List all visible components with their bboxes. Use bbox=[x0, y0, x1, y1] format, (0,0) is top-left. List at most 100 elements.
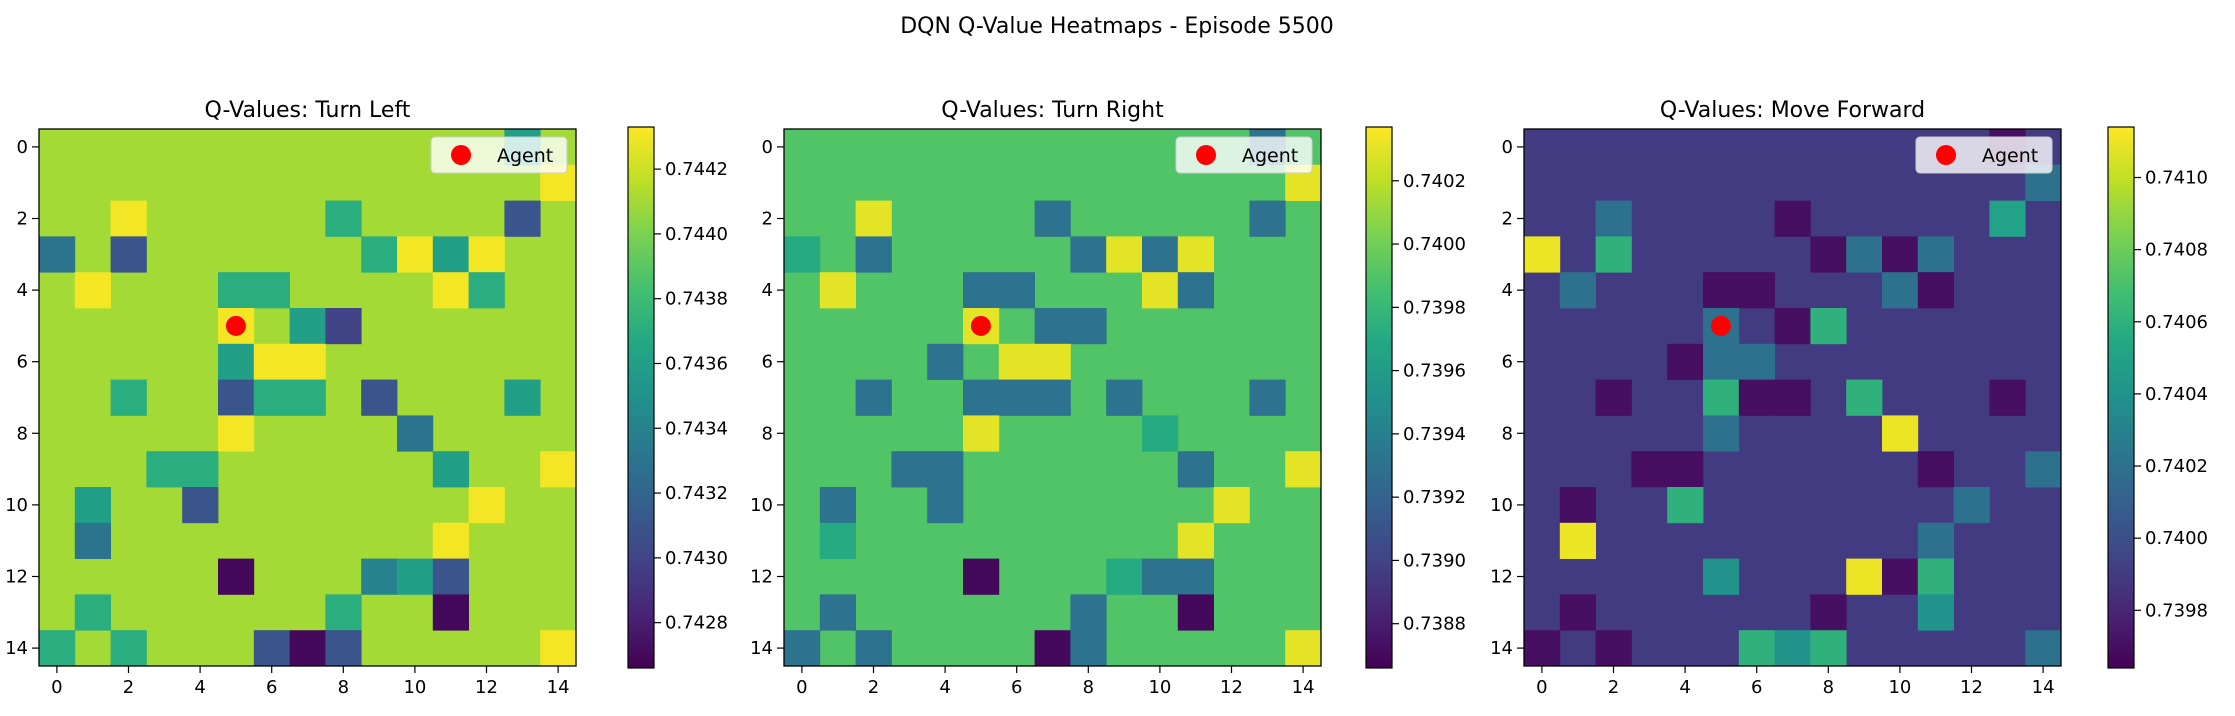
legend-marker bbox=[451, 145, 471, 165]
heatmap-cell bbox=[1034, 200, 1071, 237]
heatmap-cell bbox=[1285, 630, 1322, 667]
heatmap-cell bbox=[1595, 200, 1632, 237]
heatmap-cell bbox=[110, 236, 147, 273]
heatmap-cell bbox=[891, 451, 928, 488]
heatmap-cell bbox=[1738, 272, 1775, 309]
heatmap-cell bbox=[819, 594, 856, 631]
colorbar-tick-label: 0.7442 bbox=[665, 159, 728, 180]
heatmap-cell bbox=[1070, 236, 1107, 273]
legend-label: Agent bbox=[1982, 145, 2038, 167]
heatmap-cell bbox=[1070, 308, 1107, 345]
heatmap-cell bbox=[819, 522, 856, 559]
colorbar-tick-label: 0.7398 bbox=[1403, 297, 1466, 318]
colorbar-tick-label: 0.7402 bbox=[2145, 456, 2208, 477]
heatmap-cell bbox=[1917, 594, 1954, 631]
colorbar-tick-label: 0.7396 bbox=[1403, 361, 1466, 382]
heatmap-cell bbox=[218, 379, 255, 416]
heatmap-cell bbox=[927, 487, 964, 524]
x-tick-label: 6 bbox=[1011, 677, 1022, 698]
heatmap-cell bbox=[2025, 630, 2062, 667]
colorbar-tick-label: 0.7410 bbox=[2145, 167, 2208, 188]
heatmap-cell bbox=[432, 522, 469, 559]
heatmap-cell bbox=[1177, 236, 1214, 273]
heatmap-cell bbox=[182, 487, 219, 524]
panel-title: Q-Values: Turn Left bbox=[205, 98, 411, 123]
x-tick-label: 0 bbox=[51, 677, 62, 698]
heatmap-cell bbox=[218, 415, 255, 452]
heatmap-cell bbox=[1917, 558, 1954, 595]
colorbar-tick-label: 0.7440 bbox=[665, 224, 728, 245]
y-tick-label: 0 bbox=[17, 137, 28, 158]
x-tick-label: 8 bbox=[338, 677, 349, 698]
colorbar-tick-label: 0.7432 bbox=[665, 483, 728, 504]
y-tick-label: 4 bbox=[17, 280, 28, 301]
y-tick-label: 4 bbox=[1502, 280, 1513, 301]
heatmap-cell bbox=[1070, 594, 1107, 631]
x-tick-label: 2 bbox=[123, 677, 134, 698]
heatmap-cell bbox=[1631, 451, 1668, 488]
heatmap-cell bbox=[1774, 379, 1811, 416]
heatmap-panel: Q-Values: Move Forward 0 2 4 6 8 10 12 14 0 2 4 6 8 10… bbox=[1490, 98, 2208, 698]
heatmap-cell bbox=[432, 272, 469, 309]
heatmap-cell bbox=[1882, 236, 1919, 273]
agent-marker bbox=[1710, 315, 1731, 336]
colorbar bbox=[2107, 126, 2135, 669]
x-tick-label: 14 bbox=[2032, 677, 2055, 698]
heatmap-cell bbox=[1213, 487, 1250, 524]
heatmap-cell bbox=[1882, 415, 1919, 452]
y-tick-label: 14 bbox=[5, 638, 28, 659]
heatmap-cell bbox=[253, 630, 290, 667]
heatmap-cell bbox=[146, 451, 183, 488]
heatmap-cell bbox=[361, 558, 398, 595]
heatmap-cell bbox=[253, 272, 290, 309]
heatmap-panels: Q-Values: Turn Left 0 2 4 6 8 10 12 14 0 2 4 6 8 10 12 1… bbox=[5, 98, 2208, 698]
panel-title: Q-Values: Turn Right bbox=[941, 98, 1164, 123]
heatmap-cell bbox=[39, 236, 76, 273]
heatmap-cell bbox=[74, 487, 111, 524]
y-tick-label: 2 bbox=[1502, 209, 1513, 230]
heatmap-cell bbox=[289, 630, 326, 667]
x-tick-label: 0 bbox=[1536, 677, 1547, 698]
x-tick-label: 10 bbox=[403, 677, 426, 698]
y-tick-label: 2 bbox=[17, 209, 28, 230]
heatmap-cell bbox=[1177, 272, 1214, 309]
heatmap-cell bbox=[325, 200, 362, 237]
colorbar-tick-label: 0.7404 bbox=[2145, 384, 2208, 405]
heatmap-cell bbox=[963, 415, 1000, 452]
heatmap-cell bbox=[74, 594, 111, 631]
heatmap-cell bbox=[289, 343, 326, 380]
legend-marker bbox=[1936, 145, 1956, 165]
heatmap-cell bbox=[1524, 236, 1561, 273]
heatmap-cell bbox=[1142, 415, 1179, 452]
axes-frame bbox=[1523, 128, 2062, 667]
x-tick-label: 4 bbox=[1679, 677, 1690, 698]
heatmap-cell bbox=[1810, 308, 1847, 345]
heatmap-cell bbox=[1917, 522, 1954, 559]
heatmap-cell bbox=[1846, 379, 1883, 416]
heatmap-cell bbox=[1917, 272, 1954, 309]
heatmap-cell bbox=[397, 415, 434, 452]
heatmap-cell bbox=[540, 630, 577, 667]
heatmap-cell bbox=[1595, 630, 1632, 667]
heatmap-cell bbox=[1034, 379, 1071, 416]
y-tick-label: 6 bbox=[1502, 352, 1513, 373]
heatmap-cell bbox=[432, 558, 469, 595]
heatmap-cell bbox=[1703, 379, 1740, 416]
x-tick-label: 8 bbox=[1083, 677, 1094, 698]
heatmap-cell bbox=[1703, 343, 1740, 380]
heatmap-cell bbox=[432, 451, 469, 488]
heatmap-cell bbox=[1106, 236, 1143, 273]
heatmap-cell bbox=[998, 343, 1035, 380]
x-tick-label: 6 bbox=[1751, 677, 1762, 698]
y-tick-label: 10 bbox=[1490, 495, 1513, 516]
heatmap-cell bbox=[784, 236, 821, 273]
heatmap-cell bbox=[784, 630, 821, 667]
colorbar-tick-label: 0.7430 bbox=[665, 548, 728, 569]
heatmap-cell bbox=[1177, 451, 1214, 488]
heatmap-cell bbox=[1106, 379, 1143, 416]
heatmap-cell bbox=[1917, 451, 1954, 488]
agent-marker bbox=[225, 315, 246, 336]
x-tick-label: 8 bbox=[1823, 677, 1834, 698]
colorbar-tick-label: 0.7408 bbox=[2145, 240, 2208, 261]
colorbar bbox=[1365, 126, 1393, 669]
